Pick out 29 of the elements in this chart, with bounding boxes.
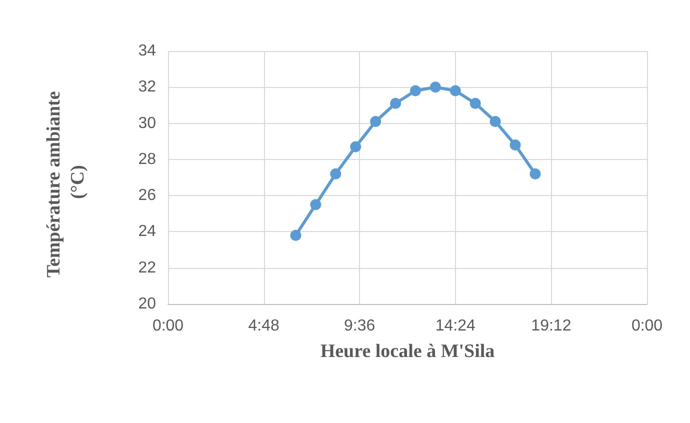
point <box>410 85 421 96</box>
point <box>530 168 541 180</box>
point <box>510 139 521 150</box>
point <box>310 199 322 210</box>
y-tick-label: 26 <box>138 187 156 204</box>
point <box>390 98 402 109</box>
x-axis-title: Heure locale à M'Sila <box>320 341 496 362</box>
y-tick-label: 30 <box>138 114 156 132</box>
y-tick-label: 34 <box>138 42 156 60</box>
y-tick-label: 24 <box>138 223 156 240</box>
point <box>330 168 342 180</box>
x-tick-label: 9:36 <box>344 318 376 334</box>
point <box>290 230 302 241</box>
point <box>350 141 362 152</box>
y-tick-label: 32 <box>138 78 156 96</box>
y-tick-label: 28 <box>138 150 156 168</box>
point <box>470 98 481 109</box>
point <box>490 116 501 127</box>
x-tick-label: 0:00 <box>631 318 663 334</box>
point <box>370 116 382 127</box>
y-axis-title: Température ambiante (°C) <box>44 86 88 278</box>
y-tick-label: 20 <box>138 296 156 312</box>
y-tick-label: 22 <box>138 259 156 276</box>
x-tick-label: 14:24 <box>435 318 476 334</box>
point <box>430 82 441 93</box>
point <box>450 85 461 96</box>
x-tick-label: 0:00 <box>152 318 184 334</box>
x-tick-label: 19:12 <box>531 318 572 334</box>
x-tick-label: 4:48 <box>248 318 280 334</box>
